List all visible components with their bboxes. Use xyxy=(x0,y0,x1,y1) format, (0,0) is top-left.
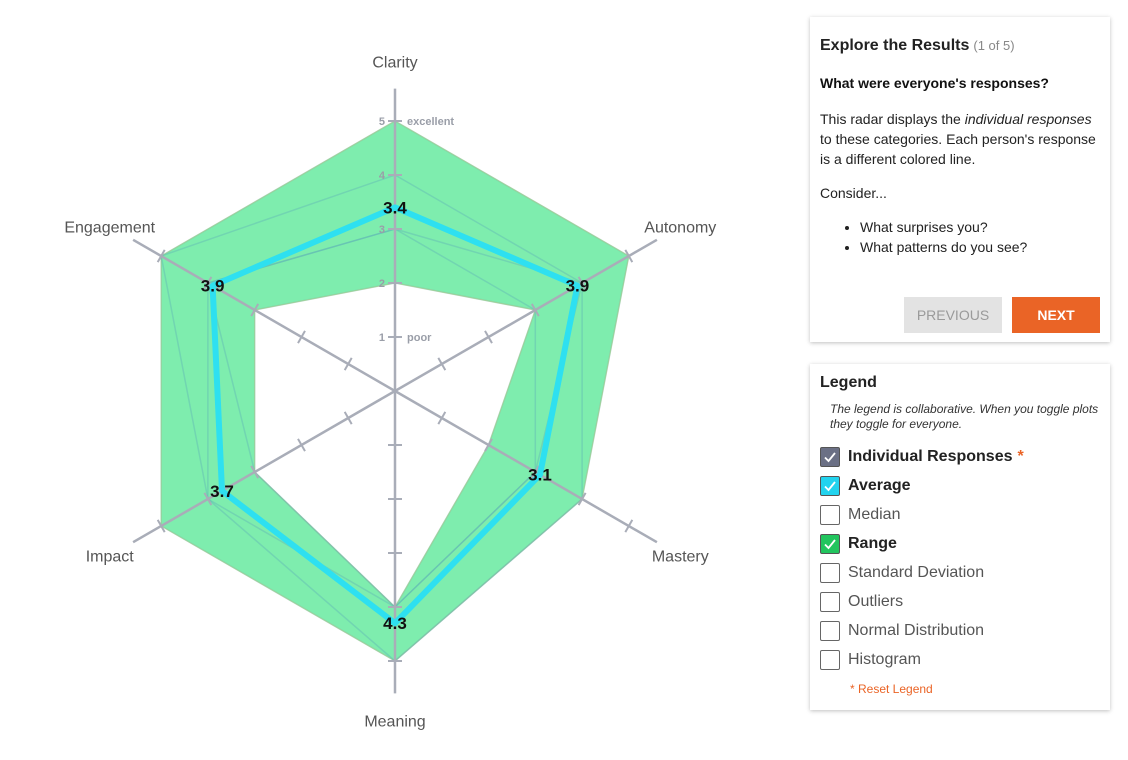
legend-item-standard-deviation[interactable]: Standard Deviation xyxy=(820,558,1100,587)
average-value-label: 3.9 xyxy=(201,277,225,296)
scale-tick-word: poor xyxy=(407,332,432,344)
legend-note: The legend is collaborative. When you to… xyxy=(830,402,1099,431)
legend-item-outliers[interactable]: Outliers xyxy=(820,587,1100,616)
consider-text: Consider... xyxy=(820,185,887,201)
legend-label: Average xyxy=(848,476,911,494)
axis-tick xyxy=(203,492,213,506)
check-icon xyxy=(824,538,836,549)
average-value-label: 3.9 xyxy=(566,277,590,296)
axis-tick xyxy=(297,330,306,344)
radar-axes xyxy=(132,88,658,694)
average-series xyxy=(209,204,581,627)
legend-star: * xyxy=(1017,447,1024,465)
legend-label: Histogram xyxy=(848,650,921,668)
axis-tick xyxy=(156,519,166,533)
scale-tick-label: 4 xyxy=(379,170,386,182)
axis-label-clarity: Clarity xyxy=(372,55,417,72)
check-icon xyxy=(824,480,836,491)
axis-tick xyxy=(156,249,166,263)
legend-checkbox[interactable] xyxy=(820,620,840,641)
consider-item: What surprises you? xyxy=(860,217,1100,237)
radar-labels: 1 poor 2 3 4 5 excellent Clarity Autonomy Mastery… xyxy=(64,55,716,731)
explore-count: (1 of 5) xyxy=(973,38,1015,53)
check-icon xyxy=(824,451,836,462)
axis-tick xyxy=(343,411,353,425)
legend-checkbox[interactable] xyxy=(820,475,840,496)
previous-button[interactable]: PREVIOUS xyxy=(904,297,1002,333)
legend-label: Individual Responses xyxy=(848,447,1013,465)
legend-checkbox[interactable] xyxy=(820,504,840,525)
axis-tick xyxy=(437,357,447,371)
explore-title-text: Explore the Results xyxy=(820,37,970,54)
consider-item: What patterns do you see? xyxy=(860,237,1100,257)
legend-label: Range xyxy=(848,534,897,552)
axis-tick xyxy=(343,357,353,371)
explore-nav: PREVIOUS NEXT xyxy=(904,297,1100,333)
legend-items: Individual Responses * Average Median Range S… xyxy=(820,442,1100,674)
description-part-2: to these categories. Each person's respo… xyxy=(820,131,1096,167)
axis-tick xyxy=(297,438,306,452)
average-value-label: 3.7 xyxy=(210,482,234,501)
legend-item-range[interactable]: Range xyxy=(820,529,1100,558)
legend-item-median[interactable]: Median xyxy=(820,500,1100,529)
axis-tick xyxy=(250,303,260,317)
axis-label-autonomy: Autonomy xyxy=(644,219,716,236)
scale-tick-label: 1 xyxy=(379,332,385,344)
axis-tick xyxy=(624,249,634,263)
average-value-label: 3.1 xyxy=(528,466,552,485)
legend-checkbox[interactable] xyxy=(820,591,840,612)
axis-line xyxy=(132,238,396,393)
legend-checkbox[interactable] xyxy=(820,533,840,554)
axis-tick xyxy=(437,411,447,425)
legend-item-histogram[interactable]: Histogram xyxy=(820,645,1100,674)
consider-list: What surprises you? What patterns do you… xyxy=(820,217,1100,257)
axis-tick xyxy=(577,492,587,506)
average-line xyxy=(209,204,581,627)
scale-tick-label: 2 xyxy=(379,278,385,290)
axis-tick xyxy=(484,438,493,452)
axis-tick xyxy=(530,465,540,479)
next-button[interactable]: NEXT xyxy=(1012,297,1100,333)
scale-tick-word: excellent xyxy=(407,116,454,128)
description-emphasis: individual responses xyxy=(964,111,1092,127)
legend-title: Legend xyxy=(820,374,877,391)
axis-tick xyxy=(203,276,213,290)
legend-label: Outliers xyxy=(848,592,904,610)
explore-question: What were everyone's responses? xyxy=(820,75,1049,91)
average-value-label: 4.3 xyxy=(383,614,407,633)
axis-tick xyxy=(624,519,634,533)
scale-tick-label: 5 xyxy=(379,116,385,128)
legend-label: Standard Deviation xyxy=(848,563,985,581)
axis-tick xyxy=(484,330,493,344)
reset-legend-link[interactable]: * Reset Legend xyxy=(850,682,933,696)
axis-tick xyxy=(250,465,260,479)
axis-tick xyxy=(577,276,587,290)
axis-line xyxy=(394,389,658,544)
scale-tick-label: 3 xyxy=(379,224,385,236)
axis-label-impact: Impact xyxy=(86,549,135,566)
axis-label-engagement: Engagement xyxy=(64,219,155,236)
legend-checkbox[interactable] xyxy=(820,649,840,670)
axis-label-meaning: Meaning xyxy=(364,713,425,730)
legend-label: Median xyxy=(848,505,901,523)
axis-label-mastery: Mastery xyxy=(652,549,709,566)
average-value-label: 3.4 xyxy=(383,198,407,217)
radar-chart: 1 poor 2 3 4 5 excellent Clarity Autonomy Mastery… xyxy=(64,55,716,731)
axis-line xyxy=(394,238,658,393)
explore-panel: Explore the Results (1 of 5) What were ev… xyxy=(810,17,1110,342)
legend-label: Normal Distribution xyxy=(848,621,985,639)
legend-checkbox[interactable] xyxy=(820,562,840,583)
axis-tick xyxy=(530,303,540,317)
axis-line xyxy=(132,389,396,544)
description-part-1: This radar displays the xyxy=(820,111,965,127)
explore-title: Explore the Results (1 of 5) xyxy=(820,37,1100,55)
explore-description: This radar displays the individual respo… xyxy=(820,109,1100,169)
legend-panel: Legend The legend is collaborative. When… xyxy=(810,364,1110,710)
legend-item-individual-responses[interactable]: Individual Responses * xyxy=(820,442,1100,471)
legend-item-average[interactable]: Average xyxy=(820,471,1100,500)
legend-item-normal-distribution[interactable]: Normal Distribution xyxy=(820,616,1100,645)
legend-checkbox[interactable] xyxy=(820,446,840,467)
